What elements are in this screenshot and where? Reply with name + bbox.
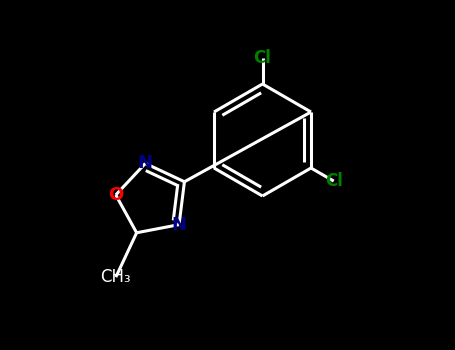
Text: CH₃: CH₃: [101, 268, 131, 286]
Text: O: O: [108, 186, 123, 204]
Text: N: N: [138, 154, 153, 173]
Text: Cl: Cl: [325, 172, 343, 190]
Text: N: N: [172, 216, 187, 234]
Text: Cl: Cl: [253, 49, 272, 67]
